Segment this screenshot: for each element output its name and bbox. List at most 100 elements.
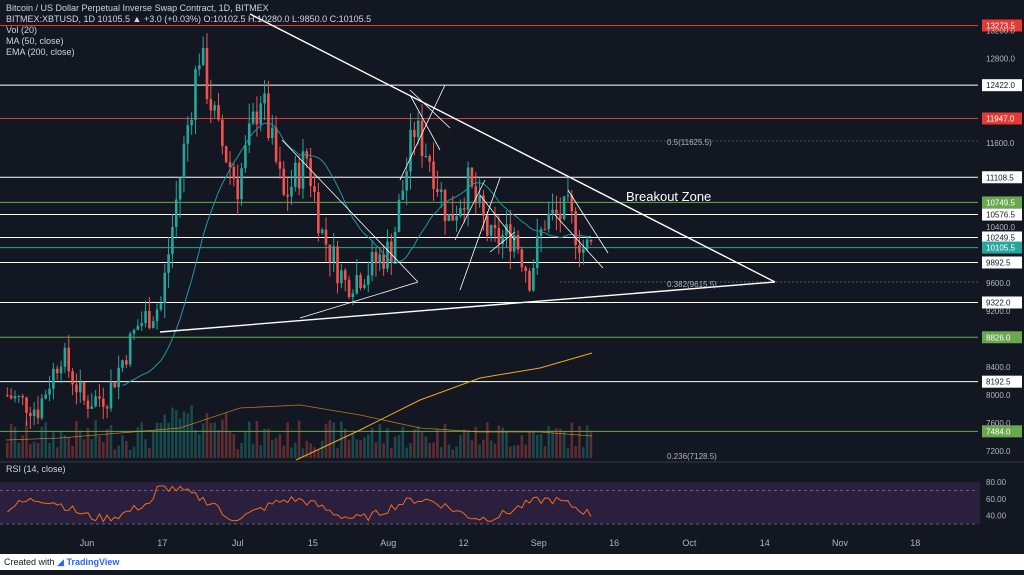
volume-bar bbox=[413, 429, 416, 458]
candle-body bbox=[585, 239, 589, 249]
tradingview-logo-icon: ◢ bbox=[57, 557, 64, 567]
price-tag-label: 11947.0 bbox=[986, 114, 1015, 123]
candle-body bbox=[393, 231, 397, 262]
volume-bar bbox=[336, 448, 339, 458]
candle-body bbox=[570, 195, 574, 212]
price-tag bbox=[982, 19, 1022, 32]
candle-body bbox=[17, 396, 21, 398]
candle-body bbox=[547, 213, 551, 230]
candle-body bbox=[520, 249, 524, 268]
price-tag-label: 10249.5 bbox=[986, 233, 1015, 242]
rsi-label[interactable]: RSI (14, close) bbox=[6, 464, 66, 474]
volume-bar bbox=[582, 447, 585, 458]
volume-bar bbox=[167, 422, 170, 458]
candle-body bbox=[516, 235, 520, 250]
volume-bar bbox=[263, 428, 266, 458]
price-tick-label: 7200.0 bbox=[986, 447, 1011, 456]
candle-body bbox=[251, 111, 255, 124]
volume-bar bbox=[482, 439, 485, 458]
trendline bbox=[489, 231, 516, 253]
volume-bar bbox=[163, 414, 167, 458]
trendline bbox=[454, 179, 486, 241]
x-tick-label: 17 bbox=[157, 538, 167, 548]
rsi-line bbox=[6, 485, 592, 523]
volume-bar bbox=[355, 439, 359, 458]
price-tick-label: 8000.0 bbox=[986, 391, 1011, 400]
ema-200-line bbox=[295, 352, 593, 461]
candle-body bbox=[259, 103, 263, 125]
candle-body bbox=[75, 384, 78, 393]
volume-bar bbox=[201, 423, 205, 458]
candle-body bbox=[155, 309, 159, 322]
candle-body bbox=[71, 371, 74, 385]
volume-bar bbox=[159, 423, 163, 458]
volume-bar bbox=[228, 431, 232, 458]
volume-bar bbox=[416, 426, 420, 458]
candle-body bbox=[589, 239, 593, 242]
price-tag bbox=[982, 196, 1022, 209]
volume-bar bbox=[113, 449, 117, 458]
volume-bar bbox=[439, 447, 443, 458]
candle-body bbox=[574, 211, 577, 246]
candle-body bbox=[205, 48, 209, 100]
candle-body bbox=[21, 396, 24, 398]
moving-averages bbox=[5, 122, 593, 461]
candle-body bbox=[48, 388, 51, 395]
volume-bar bbox=[366, 434, 370, 458]
candle-body bbox=[401, 190, 405, 200]
volume-bar bbox=[313, 447, 316, 458]
candle-body bbox=[390, 241, 393, 262]
tradingview-brand[interactable]: TradingView bbox=[66, 557, 120, 567]
volume-bar bbox=[462, 429, 466, 458]
candle-body bbox=[40, 398, 44, 419]
candle-body bbox=[82, 381, 86, 401]
volume-bar bbox=[328, 420, 332, 458]
candle-body bbox=[528, 271, 531, 291]
candle-body bbox=[94, 396, 97, 407]
volume-bar bbox=[436, 428, 439, 458]
price-tick-label: 12800.0 bbox=[986, 55, 1015, 64]
volume-bar bbox=[59, 430, 63, 458]
volume-bar bbox=[343, 428, 347, 458]
price-tag-label: 7484.0 bbox=[986, 427, 1011, 436]
candle-body bbox=[416, 120, 420, 137]
volume-bar bbox=[532, 431, 535, 458]
volume-bar bbox=[340, 421, 343, 458]
candle-body bbox=[144, 311, 147, 324]
candle-body bbox=[301, 151, 305, 189]
volume-bar bbox=[558, 428, 562, 458]
candle-body bbox=[370, 251, 374, 276]
indicator-vol[interactable]: Vol (20) bbox=[6, 25, 38, 35]
candle-body bbox=[113, 381, 117, 388]
price-tag bbox=[982, 112, 1022, 125]
volume-bar bbox=[94, 420, 97, 458]
candle-body bbox=[25, 397, 28, 413]
volume-bar bbox=[232, 434, 236, 458]
price-tick-label: 9200.0 bbox=[986, 307, 1011, 316]
candle-body bbox=[63, 347, 67, 367]
candle-body bbox=[102, 398, 105, 407]
volume-bar bbox=[259, 445, 263, 458]
candle-body bbox=[244, 145, 247, 169]
candle-body bbox=[105, 406, 109, 409]
volume-bar bbox=[198, 434, 201, 458]
price-tag-label: 9892.5 bbox=[986, 258, 1011, 267]
indicator-ema[interactable]: EMA (200, close) bbox=[6, 47, 75, 57]
candle-body bbox=[582, 248, 585, 253]
rsi-tick-label: 40.00 bbox=[986, 512, 1007, 521]
price-tick-label: 8400.0 bbox=[986, 363, 1011, 372]
candle-body bbox=[482, 195, 485, 216]
volume-bar bbox=[171, 407, 174, 458]
volume-bar bbox=[48, 442, 51, 458]
volume-bar bbox=[359, 440, 362, 458]
indicator-ma[interactable]: MA (50, close) bbox=[6, 36, 64, 46]
trendline bbox=[409, 89, 451, 129]
volume-bar bbox=[128, 449, 132, 458]
price-axis: 13273.5 12422.0 11947.0 11108.5 10749.5 10576… bbox=[982, 19, 1022, 521]
candle-body bbox=[182, 143, 186, 178]
volume-bar bbox=[497, 425, 501, 458]
candle-body bbox=[474, 186, 478, 204]
candle-body bbox=[405, 171, 408, 191]
